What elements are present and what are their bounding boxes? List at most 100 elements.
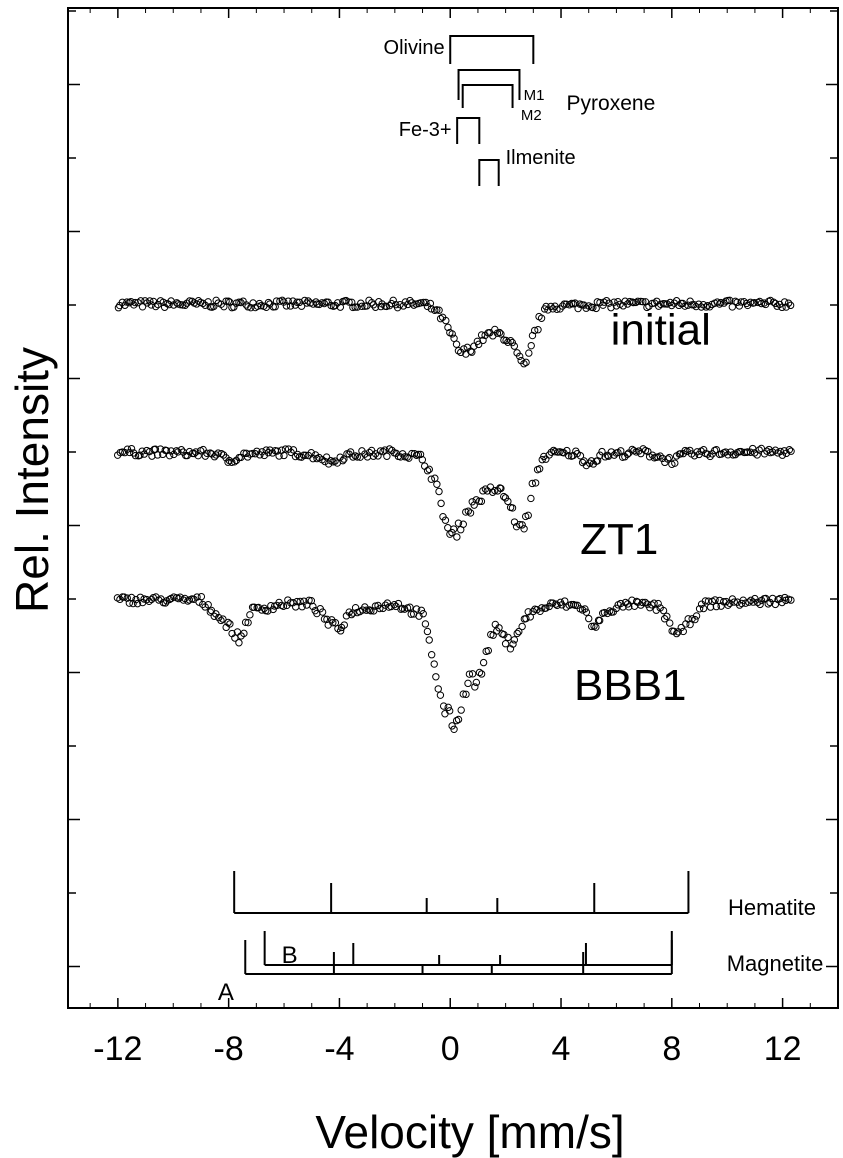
data-point xyxy=(203,449,211,458)
data-point xyxy=(537,314,546,322)
data-point xyxy=(324,621,332,629)
olivine-bracket xyxy=(449,35,535,64)
data-point xyxy=(322,453,331,461)
data-point xyxy=(508,338,517,347)
data-point xyxy=(706,303,714,311)
data-point xyxy=(465,670,474,678)
data-point xyxy=(524,608,532,616)
data-point xyxy=(445,707,454,715)
data-point xyxy=(365,606,374,614)
data-point xyxy=(639,297,647,306)
data-point xyxy=(240,629,248,638)
data-point xyxy=(475,668,484,677)
magnetite-label: Magnetite xyxy=(727,951,824,976)
data-point xyxy=(414,450,423,459)
data-point xyxy=(654,599,662,608)
data-point xyxy=(345,298,353,306)
data-point xyxy=(582,608,591,616)
data-point xyxy=(749,598,757,606)
data-point xyxy=(589,303,597,312)
data-point xyxy=(520,525,528,533)
data-point xyxy=(412,300,420,308)
data-point xyxy=(183,299,191,307)
data-point xyxy=(296,597,304,606)
x-tick-label: 0 xyxy=(441,1030,460,1068)
data-point xyxy=(279,602,288,610)
data-point xyxy=(516,520,524,529)
data-point xyxy=(244,618,252,627)
data-point xyxy=(257,302,265,310)
data-point xyxy=(369,452,378,460)
data-point xyxy=(141,297,149,305)
data-point xyxy=(731,297,740,306)
data-point xyxy=(588,622,596,631)
reference-markers: Olivine M1 M2 Pyroxene Fe-3+ Ilmenite xyxy=(384,35,656,186)
x-tick-label: -8 xyxy=(214,1030,244,1068)
data-point xyxy=(488,488,497,496)
data-point xyxy=(125,448,134,457)
data-point xyxy=(430,660,438,668)
data-point xyxy=(231,634,239,642)
data-point xyxy=(464,507,473,515)
data-point xyxy=(515,627,523,636)
data-point xyxy=(641,598,649,607)
data-point xyxy=(459,520,467,528)
data-point xyxy=(146,297,154,305)
marker-label: Pyroxene xyxy=(567,92,656,115)
data-point xyxy=(457,706,465,714)
data-point xyxy=(563,446,571,455)
data-point xyxy=(660,615,669,623)
data-point xyxy=(454,715,463,724)
data-point xyxy=(228,458,236,466)
data-point xyxy=(664,455,672,463)
data-point xyxy=(439,702,448,710)
x-tick-label: 4 xyxy=(552,1030,571,1068)
data-point xyxy=(437,499,445,508)
data-point xyxy=(623,450,632,459)
data-point xyxy=(522,358,530,367)
x-tick-labels: -12 -8 -4 0 4 8 12 xyxy=(93,1030,801,1068)
data-point xyxy=(165,451,174,460)
marker-label: M1 xyxy=(524,87,545,104)
data-point xyxy=(321,457,329,466)
data-point xyxy=(113,451,122,459)
curve-label: BBB1 xyxy=(574,661,687,710)
data-point xyxy=(368,299,376,307)
data-point xyxy=(133,599,142,608)
data-point xyxy=(549,599,557,607)
data-point xyxy=(464,679,472,688)
data-point xyxy=(406,603,414,611)
data-point xyxy=(408,299,416,307)
data-point xyxy=(420,462,429,470)
data-point xyxy=(576,452,585,460)
hematite-label: Hematite xyxy=(728,895,816,920)
data-point xyxy=(509,640,517,648)
data-point xyxy=(383,452,391,460)
data-point xyxy=(172,447,181,455)
data-points xyxy=(113,296,795,733)
data-point xyxy=(671,459,679,467)
data-point xyxy=(522,614,530,623)
data-point xyxy=(743,448,752,456)
data-point xyxy=(691,615,699,624)
data-point xyxy=(466,509,475,517)
data-point xyxy=(695,605,704,613)
curve-label: initial xyxy=(611,306,711,355)
data-point xyxy=(629,298,638,307)
data-point xyxy=(417,299,425,307)
data-point xyxy=(406,296,414,305)
data-point xyxy=(529,607,537,616)
data-point xyxy=(585,459,594,467)
data-point xyxy=(672,629,681,638)
x-axis-label: Velocity [mm/s] xyxy=(315,1106,624,1158)
data-point xyxy=(340,621,349,629)
data-point xyxy=(515,352,524,361)
data-point xyxy=(530,326,539,335)
data-point xyxy=(663,612,671,621)
data-point xyxy=(619,302,627,310)
data-point xyxy=(474,340,483,349)
data-point xyxy=(706,452,714,461)
data-point xyxy=(600,608,609,617)
data-point xyxy=(495,624,503,632)
data-point xyxy=(427,651,436,659)
